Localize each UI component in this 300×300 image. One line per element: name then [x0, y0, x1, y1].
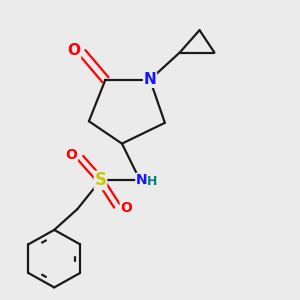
Text: O: O — [68, 44, 80, 59]
Text: S: S — [94, 171, 106, 189]
Text: N: N — [144, 72, 156, 87]
Text: H: H — [146, 176, 157, 188]
Text: O: O — [65, 148, 77, 162]
Text: N: N — [136, 173, 148, 188]
Text: O: O — [120, 202, 132, 215]
